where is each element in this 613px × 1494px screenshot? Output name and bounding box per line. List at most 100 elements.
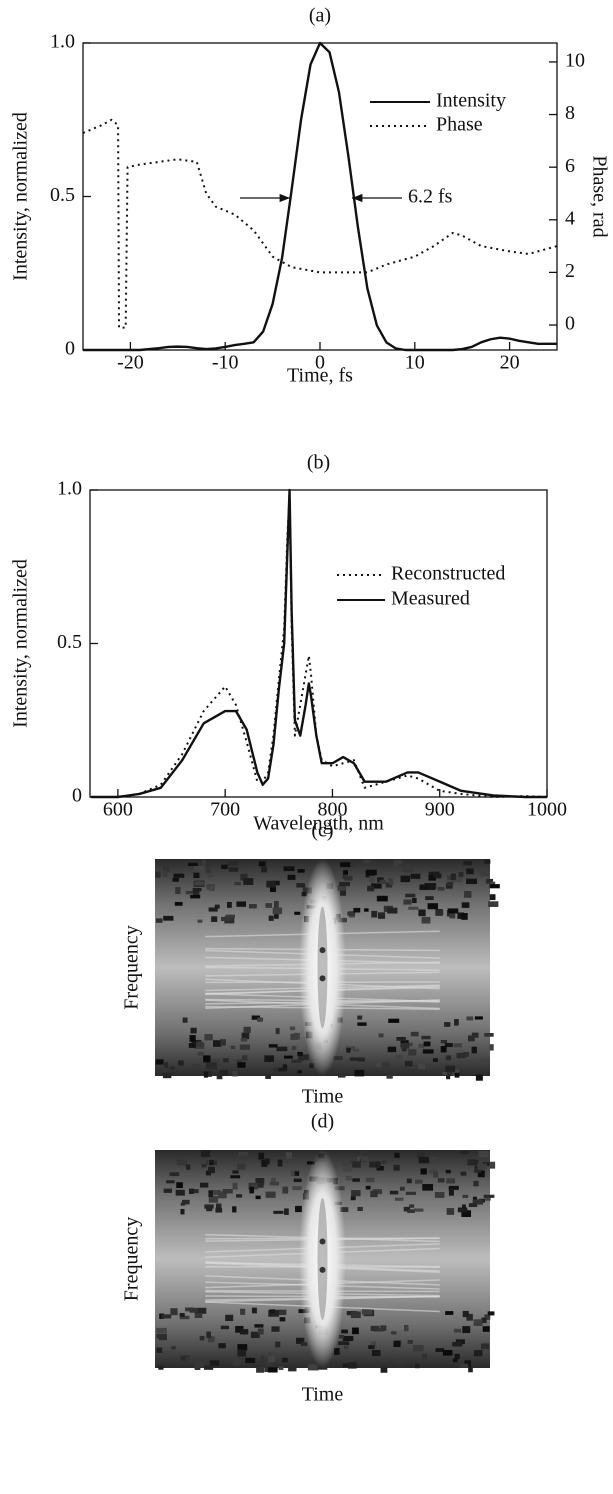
- speckle: [175, 1189, 185, 1196]
- speckle: [204, 1034, 213, 1041]
- speckle: [475, 1074, 483, 1081]
- chart-title: (b): [307, 452, 330, 474]
- speckle: [171, 1345, 176, 1350]
- speckle: [485, 1196, 491, 1201]
- speckle: [257, 1017, 264, 1022]
- speckle: [471, 1046, 477, 1054]
- speckle: [182, 1199, 190, 1205]
- speckle: [461, 912, 468, 920]
- speckle: [235, 1325, 244, 1333]
- speckle: [360, 1155, 368, 1162]
- speckle: [446, 1075, 451, 1080]
- speckle: [194, 1360, 205, 1368]
- speckle: [179, 1313, 185, 1317]
- speckle: [180, 1356, 186, 1361]
- speckle: [410, 873, 421, 879]
- speckle: [462, 1310, 469, 1318]
- speckle: [453, 1043, 462, 1048]
- speckle: [371, 883, 382, 889]
- speckle: [196, 1041, 204, 1047]
- speckle: [205, 1062, 217, 1070]
- speckle: [461, 1210, 472, 1218]
- speckle: [194, 1312, 203, 1318]
- speckle: [489, 1044, 494, 1051]
- speckle: [249, 1186, 255, 1194]
- speckle: [240, 873, 248, 881]
- speckle: [415, 1363, 420, 1369]
- speckle: [189, 1188, 194, 1194]
- speckle: [489, 884, 500, 889]
- speckle: [446, 1208, 455, 1215]
- y2-tick-label: 8: [565, 102, 575, 124]
- speckle: [208, 907, 218, 912]
- speckle: [225, 914, 235, 919]
- speckle: [166, 1180, 175, 1184]
- speckle: [486, 878, 494, 884]
- x-tick-label: 1000: [527, 799, 567, 821]
- speckle: [488, 901, 499, 907]
- speckle: [174, 901, 183, 906]
- speckle: [467, 1035, 475, 1042]
- speckle: [228, 867, 239, 872]
- speckle: [212, 1189, 221, 1195]
- speckle: [342, 1363, 351, 1368]
- legend-label: Intensity: [436, 90, 506, 112]
- speckle: [371, 1349, 381, 1357]
- speckle: [199, 1335, 205, 1341]
- speckle: [225, 1314, 234, 1322]
- speckle: [248, 904, 257, 909]
- speckle: [254, 1324, 264, 1328]
- speckle: [444, 1022, 451, 1027]
- speckle: [215, 1207, 223, 1213]
- spectrogram-dot: [319, 1238, 326, 1245]
- speckle: [267, 1352, 273, 1358]
- speckle: [386, 1075, 393, 1079]
- speckle: [188, 1043, 196, 1048]
- speckle: [163, 915, 174, 921]
- speckle: [394, 1197, 404, 1201]
- speckle: [172, 877, 179, 882]
- speckle: [479, 870, 490, 877]
- speckle: [489, 1161, 496, 1169]
- speckle: [176, 1159, 187, 1166]
- speckle: [227, 861, 239, 866]
- speckle: [409, 1204, 415, 1208]
- speckle: [474, 1168, 482, 1173]
- y2-tick-label: 10: [565, 50, 585, 72]
- speckle: [264, 1158, 270, 1165]
- speckle: [432, 1058, 438, 1062]
- speckle: [401, 1046, 407, 1052]
- speckle: [464, 1360, 472, 1368]
- speckle: [191, 1040, 202, 1046]
- speckle: [460, 1363, 469, 1368]
- speckle: [418, 1043, 425, 1049]
- speckle: [264, 1055, 274, 1062]
- speckle: [454, 1019, 459, 1026]
- y-tick-label: 0: [65, 338, 75, 360]
- speckle: [433, 1171, 439, 1178]
- speckle: [422, 1049, 434, 1054]
- speckle: [466, 868, 474, 875]
- speckle: [258, 861, 266, 867]
- speckle: [203, 1365, 214, 1370]
- speckle: [457, 1207, 468, 1213]
- y-axis-label: Intensity, normalized: [10, 112, 32, 281]
- legend-label: Measured: [391, 588, 470, 610]
- speckle: [394, 1359, 404, 1364]
- speckle: [211, 1058, 221, 1065]
- speckle: [277, 1159, 283, 1167]
- speckle: [478, 1150, 490, 1158]
- speckle: [484, 1314, 491, 1320]
- speckle: [261, 866, 268, 873]
- speckle: [408, 1049, 417, 1056]
- speckle: [445, 1055, 452, 1061]
- speckle: [466, 1016, 474, 1021]
- speckle: [395, 1055, 402, 1059]
- speckle: [428, 874, 436, 881]
- speckle: [408, 906, 419, 910]
- speckle: [208, 1166, 215, 1174]
- speckle: [348, 1362, 357, 1369]
- y2-tick-label: 2: [565, 260, 575, 282]
- speckle: [267, 1367, 278, 1373]
